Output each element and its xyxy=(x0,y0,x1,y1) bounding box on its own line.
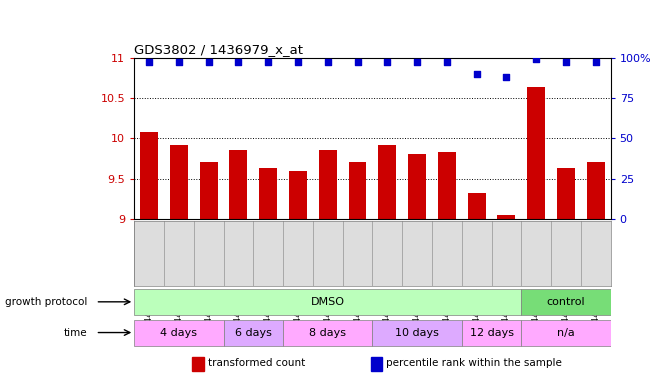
Text: 8 days: 8 days xyxy=(309,328,346,338)
Bar xyxy=(200,162,217,219)
Bar xyxy=(140,132,158,219)
Text: 6 days: 6 days xyxy=(235,328,272,338)
Text: GDS3802 / 1436979_x_at: GDS3802 / 1436979_x_at xyxy=(134,43,303,56)
Text: 12 days: 12 days xyxy=(470,328,513,338)
Point xyxy=(263,60,274,66)
Bar xyxy=(438,152,456,219)
Text: growth protocol: growth protocol xyxy=(5,297,87,307)
Point xyxy=(560,60,571,66)
Point xyxy=(531,56,541,62)
Bar xyxy=(289,171,307,219)
Bar xyxy=(223,320,283,346)
Bar xyxy=(229,149,248,219)
Bar xyxy=(497,215,515,219)
Bar xyxy=(134,290,521,315)
Bar xyxy=(283,320,372,346)
Bar xyxy=(371,357,382,371)
Point xyxy=(352,60,363,66)
Point xyxy=(233,60,244,66)
Text: percentile rank within the sample: percentile rank within the sample xyxy=(386,358,562,368)
Text: control: control xyxy=(547,297,585,307)
Point xyxy=(501,74,512,80)
Text: n/a: n/a xyxy=(557,328,575,338)
Point xyxy=(174,60,185,66)
Bar xyxy=(259,168,277,219)
Point xyxy=(471,71,482,77)
Point xyxy=(144,60,154,66)
Bar xyxy=(193,357,204,371)
Text: transformed count: transformed count xyxy=(208,358,305,368)
Point xyxy=(322,60,333,66)
Bar xyxy=(372,320,462,346)
Bar xyxy=(468,193,486,219)
Bar xyxy=(348,162,366,219)
Bar xyxy=(557,168,575,219)
Text: 4 days: 4 days xyxy=(160,328,197,338)
Bar xyxy=(527,88,545,219)
Point xyxy=(293,60,303,66)
Point xyxy=(442,60,452,66)
Bar xyxy=(408,154,426,219)
Bar xyxy=(170,146,188,219)
Point xyxy=(203,60,214,66)
Bar xyxy=(378,146,396,219)
Point xyxy=(412,60,423,66)
Bar xyxy=(134,320,223,346)
Text: time: time xyxy=(64,328,87,338)
Bar xyxy=(521,320,611,346)
Text: 10 days: 10 days xyxy=(395,328,439,338)
Point xyxy=(590,60,601,66)
Text: DMSO: DMSO xyxy=(311,297,345,307)
Bar xyxy=(586,162,605,219)
Bar xyxy=(319,149,337,219)
Bar xyxy=(521,290,611,315)
Point xyxy=(382,60,393,66)
Bar xyxy=(462,320,521,346)
